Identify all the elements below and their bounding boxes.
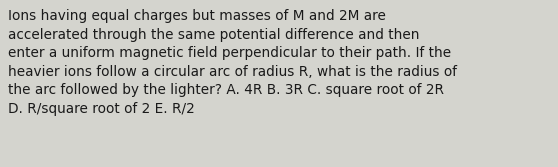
Text: Ions having equal charges but masses of M and 2M are
accelerated through the sam: Ions having equal charges but masses of … xyxy=(8,9,457,116)
